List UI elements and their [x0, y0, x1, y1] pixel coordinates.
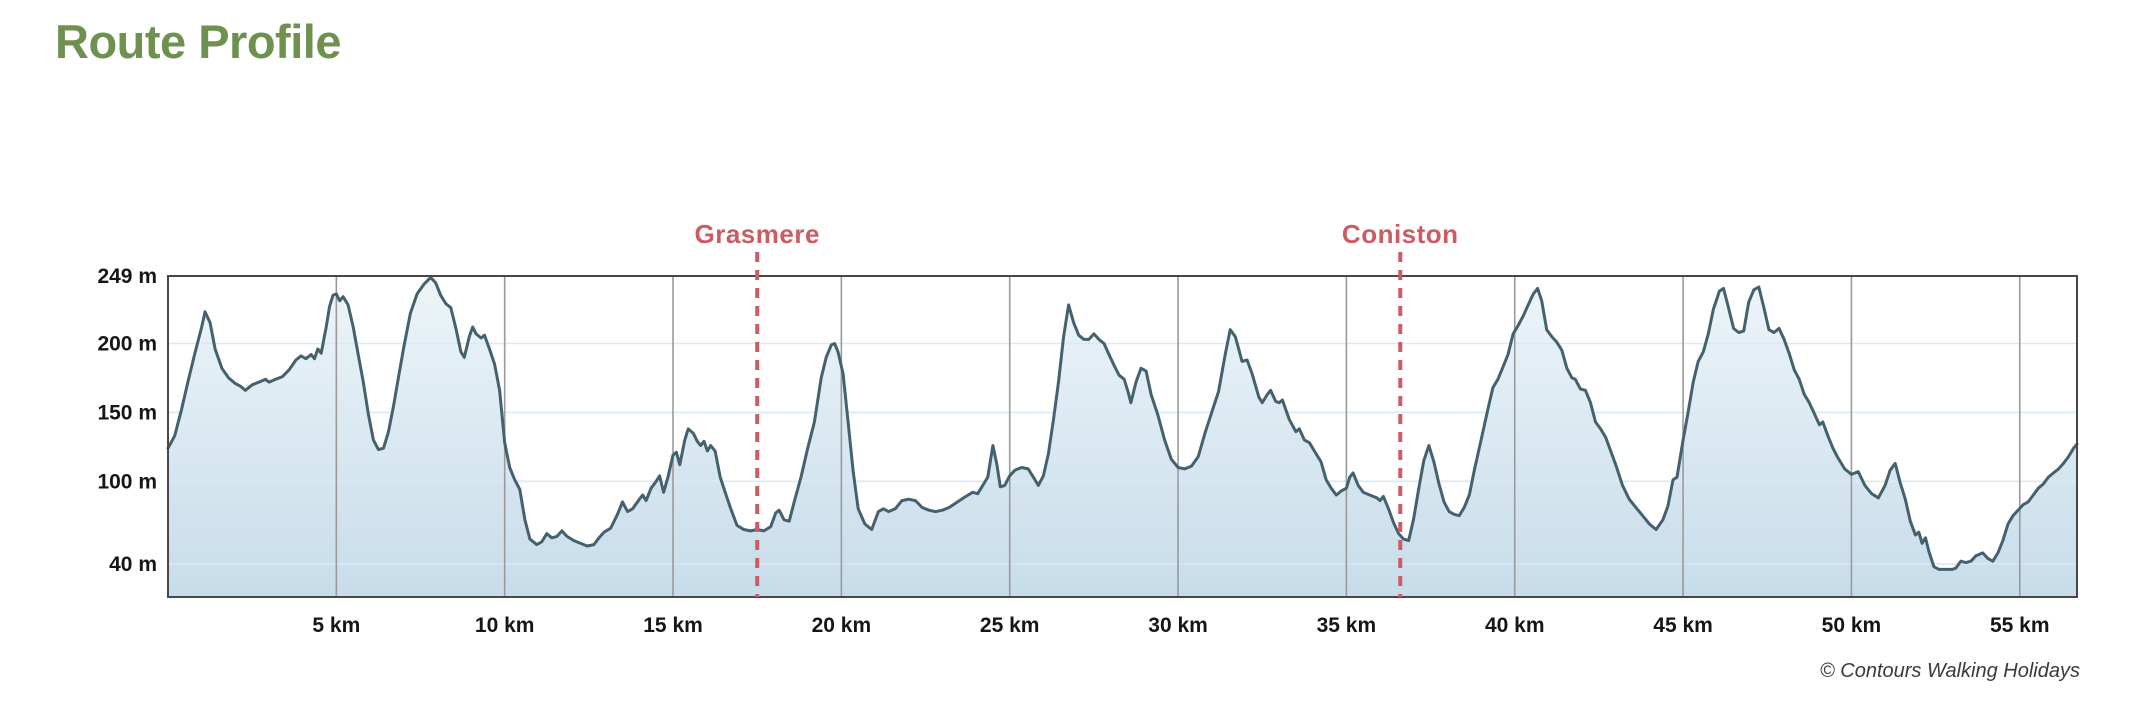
plot-border — [167, 275, 2078, 598]
x-axis-tick-label: 30 km — [1148, 614, 1208, 637]
x-axis-tick-label: 50 km — [1822, 614, 1882, 637]
y-axis-tick-label: 150 m — [97, 401, 157, 424]
x-axis-tick-label: 15 km — [643, 614, 703, 637]
x-axis-tick-label: 10 km — [475, 614, 535, 637]
marker-label-grasmere: Grasmere — [694, 219, 819, 249]
y-axis-tick-label: 249 m — [97, 265, 157, 288]
y-axis-tick-label: 100 m — [97, 470, 157, 493]
elevation-line — [166, 275, 2079, 571]
x-axis-tick-label: 20 km — [812, 614, 872, 637]
copyright-text: © Contours Walking Holidays — [1819, 660, 2080, 682]
x-axis-tick-label: 5 km — [312, 614, 360, 637]
x-axis-tick-label: 40 km — [1485, 614, 1545, 637]
x-axis-tick-label: 35 km — [1317, 614, 1377, 637]
x-axis-tick-label: 45 km — [1653, 614, 1713, 637]
y-axis-tick-label: 40 m — [109, 553, 157, 576]
y-axis-tick-label: 200 m — [97, 333, 157, 356]
x-axis-tick-label: 25 km — [980, 614, 1040, 637]
elevation-area — [168, 277, 2077, 597]
page-title: Route Profile — [55, 15, 341, 68]
x-axis-tick-label: 55 km — [1990, 614, 2050, 637]
marker-label-coniston: Coniston — [1342, 219, 1459, 249]
